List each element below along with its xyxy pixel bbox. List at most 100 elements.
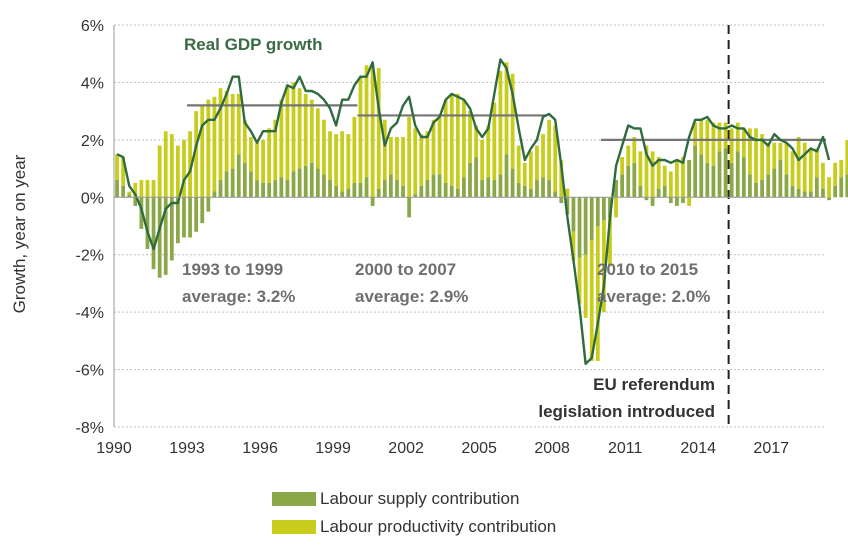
average-label-2010-line1: 2010 to 2015 [597,260,698,279]
supply-bar [431,174,436,198]
supply-bar [760,180,764,198]
productivity-bar [188,131,192,198]
supply-bar [285,180,290,198]
supply-bar [498,174,503,198]
productivity-bar [729,128,734,163]
productivity-bar [218,88,223,181]
grid [114,24,826,428]
supply-bar [303,165,308,198]
x-tick-label: 2014 [680,440,716,457]
supply-bar [735,151,740,198]
productivity-bar [498,70,503,175]
supply-bar [279,177,284,198]
supply-bar [693,145,698,198]
productivity-bar [675,159,679,198]
productivity-bar [784,142,789,175]
supply-bar [230,168,235,198]
productivity-bar [547,119,551,181]
legend-swatch-productivity [272,520,316,534]
productivity-bar [595,226,600,361]
supply-bar [589,197,594,241]
productivity-bar [328,131,332,181]
productivity-bar [115,154,119,181]
supply-bar [559,197,564,204]
supply-bar [492,180,497,198]
supply-bar [176,197,180,244]
supply-bar [723,148,728,198]
productivity-bar [242,119,247,163]
supply-bar [553,191,558,198]
y-tick-label: -8% [76,420,104,437]
productivity-bar [315,108,320,169]
supply-bar [419,185,424,198]
productivity-bar [656,157,661,189]
productivity-bar [206,99,211,198]
supply-bar [656,188,661,198]
supply-bar [662,185,667,198]
productivity-bar [827,177,831,198]
supply-bar [748,174,752,198]
supply-bar [699,154,704,198]
productivity-bar [808,148,813,192]
x-axis-ticks: 1990 1993 1996 1999 2002 2005 2008 2011 2014 2017 [96,440,789,457]
supply-bar [845,174,848,198]
productivity-bar [571,231,576,261]
supply-bar [468,162,472,198]
supply-bar [474,157,478,198]
productivity-bar [419,134,424,186]
supply-bar [772,168,777,198]
supply-bar [601,197,606,221]
supply-bar [528,188,533,198]
productivity-bar [340,131,345,192]
productivity-bar [443,99,448,183]
supply-bar [675,197,679,206]
productivity-bar [559,159,564,198]
supply-bar [309,162,314,198]
average-label-2000-line2: average: 2.9% [355,287,468,306]
supply-bar [188,197,192,238]
legend-label-productivity: Labour productivity contribution [320,517,557,536]
supply-bar [638,185,643,198]
productivity-bar [748,128,752,175]
productivity-bar [711,122,716,166]
supply-bar [668,197,673,204]
supply-bar [522,185,527,198]
productivity-bar [182,139,186,198]
supply-bar [443,182,448,198]
productivity-bar [236,93,241,155]
supply-bar [577,197,582,258]
productivity-bar [638,151,643,186]
productivity-bar [169,134,174,198]
productivity-bar [157,145,162,198]
supply-bar [163,197,168,275]
legend-swatch-supply [272,492,316,506]
productivity-bar [261,139,265,183]
supply-bar [297,168,302,198]
y-tick-label: 6% [81,18,104,35]
productivity-bar [407,116,412,198]
supply-bar [796,188,801,198]
productivity-bar [285,85,290,181]
productivity-bar [121,157,126,186]
supply-bar [437,174,442,198]
productivity-bar [480,139,485,181]
chart-title: Real GDP growth [184,35,323,54]
productivity-bar [760,134,764,181]
supply-bar [389,174,393,198]
productivity-bar [346,134,351,189]
average-label-2000-line1: 2000 to 2007 [355,260,456,279]
productivity-bar [474,125,478,158]
supply-bar [571,197,576,232]
productivity-bar [541,134,545,178]
supply-bar [729,162,734,198]
supply-bar [741,157,746,198]
supply-bar [267,182,272,198]
supply-bar [407,197,412,218]
supply-bar [358,182,363,198]
x-tick-label: 1990 [96,440,132,457]
supply-bar [224,171,229,198]
productivity-bar [620,157,625,175]
productivity-bar [212,96,217,192]
productivity-bar [230,93,235,169]
productivity-bar [249,136,253,172]
